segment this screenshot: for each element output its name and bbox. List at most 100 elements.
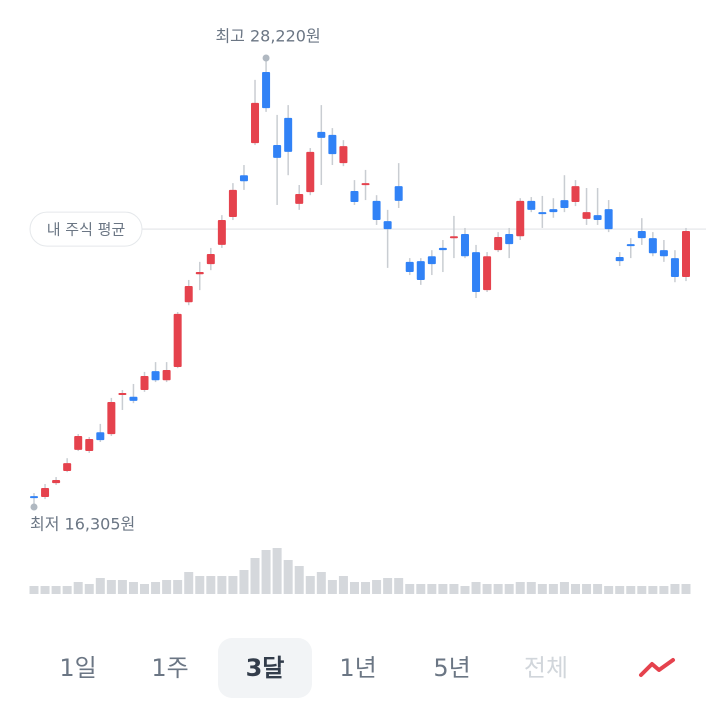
candle-body [262, 71, 271, 109]
range-tab[interactable]: 1일 [59, 654, 96, 682]
candle-body [659, 250, 668, 257]
candle-body [306, 151, 315, 193]
volume-bar [648, 586, 658, 594]
volume-bar [582, 584, 592, 594]
selected-tab-bg [218, 638, 312, 698]
volume-bar [40, 586, 50, 594]
volume-bar [272, 548, 282, 594]
volume-bar [626, 586, 636, 594]
volume-bar [372, 580, 382, 594]
candle-body [637, 230, 646, 239]
candle-body [460, 233, 469, 257]
candle-body [394, 186, 403, 201]
candle-body [328, 134, 337, 155]
candle-body [670, 258, 679, 277]
candle-body [361, 183, 370, 186]
candle-body [52, 480, 61, 484]
volume-bar [73, 582, 83, 594]
candle-body [184, 285, 193, 303]
candle-body [516, 200, 525, 237]
volume-bar [228, 576, 238, 594]
volume-bar [637, 586, 647, 594]
candle-body [162, 370, 171, 381]
candle-body [41, 487, 50, 498]
volume-bar [239, 570, 249, 594]
candle-body [96, 432, 105, 441]
volume-bar [416, 584, 426, 594]
candle-body [350, 191, 359, 202]
candle-body [239, 175, 248, 182]
candle-body [118, 393, 127, 396]
volume-bar [383, 578, 393, 594]
candle-body [284, 117, 293, 152]
range-tab[interactable]: 5년 [433, 654, 470, 682]
candle-body [427, 256, 436, 265]
volume-bar [316, 572, 326, 594]
candle-body [173, 313, 182, 368]
volume-bar [151, 582, 161, 594]
volume-bar [615, 586, 625, 594]
candle-body [129, 396, 138, 401]
volume-bar [195, 576, 205, 594]
candle-body [449, 236, 458, 239]
candle-body [560, 200, 569, 208]
candle-body [295, 194, 304, 204]
candle-body [317, 131, 326, 138]
candle-body [615, 256, 624, 262]
volume-bar [548, 584, 558, 594]
low-label: 최저 16,305원 [30, 515, 135, 534]
candle-body [604, 209, 613, 230]
volume-bar [670, 584, 680, 594]
candle-body [372, 200, 381, 221]
candle-body [472, 252, 481, 293]
volume-bar [62, 586, 72, 594]
volume-bar [394, 578, 404, 594]
range-tab[interactable]: 1년 [339, 654, 376, 682]
volume-bar [140, 584, 150, 594]
volume-bar [338, 576, 348, 594]
volume-bar [261, 550, 271, 594]
volume-bar [327, 580, 337, 594]
candle-body [63, 463, 72, 472]
volume-bar [471, 582, 481, 594]
volume-bar [283, 560, 293, 594]
candle-body [527, 200, 536, 210]
candle-body [494, 236, 503, 251]
candle-body [195, 272, 204, 275]
range-tab: 전체 [524, 654, 568, 682]
candle-body [505, 233, 514, 245]
range-tab[interactable]: 3달 [246, 654, 285, 682]
volume-bar [184, 572, 194, 594]
volume-bar [349, 582, 359, 594]
volume-bar [128, 582, 138, 594]
volume-bar [427, 584, 437, 594]
low-marker [30, 503, 38, 511]
volume-bar [106, 580, 116, 594]
candle-body [151, 371, 160, 381]
volume-bar [361, 582, 371, 594]
volume-bar [449, 584, 459, 594]
volume-bar [162, 580, 172, 594]
volume-bar [438, 584, 448, 594]
volume-bar [526, 582, 536, 594]
volume-bar [305, 576, 315, 594]
volume-bar [659, 586, 669, 594]
candle-body [107, 402, 116, 435]
candle-body [438, 247, 447, 251]
volume-bar [493, 584, 503, 594]
candle-body [85, 438, 94, 452]
candle-body [571, 186, 580, 202]
volume-bar [217, 576, 227, 594]
candle-body [405, 261, 414, 273]
candle-body [251, 102, 260, 144]
line-chart-toggle[interactable] [639, 658, 675, 677]
candle-body [549, 209, 558, 213]
candle-body [538, 212, 547, 215]
candle-body [339, 146, 348, 164]
high-marker [262, 54, 270, 62]
range-tab[interactable]: 1주 [151, 654, 188, 682]
volume-bar [570, 584, 580, 594]
candle-body [682, 230, 690, 277]
average-pill [29, 211, 143, 247]
